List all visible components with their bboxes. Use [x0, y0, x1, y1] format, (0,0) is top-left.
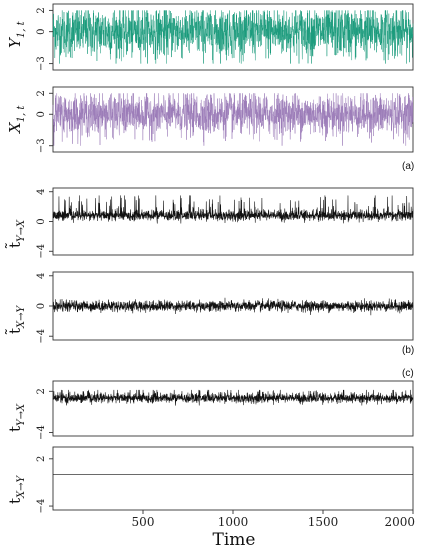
series-line [52, 195, 414, 224]
panel-t-tilde-x-to-y: −4 0 4 [36, 271, 414, 344]
panel-t-y-to-x: −4 2 [36, 380, 414, 440]
series-t-y-to-x [52, 389, 414, 406]
ylabel-t-y-to-x: tY→X [6, 403, 27, 432]
xtick-label: 2000 [384, 515, 415, 529]
series-x1-trace [52, 93, 414, 146]
ytick-label: −4 [36, 244, 47, 259]
panel-t-tilde-y-to-x: −4 0 4 [36, 187, 414, 259]
xtick-label: 1000 [218, 515, 249, 529]
ylabel-t-tilde-x-to-y-main: t̃ [5, 328, 24, 335]
ytick-label: −3 [36, 138, 47, 153]
ytick-label: −4 [36, 329, 47, 344]
ylabel-t-x-to-y-sub: X→Y [16, 474, 27, 498]
ylabel-y1-sub: 1, t [16, 20, 27, 38]
yticks-t-y-to-x: −4 2 [36, 388, 53, 440]
ytick-label: 0 [36, 303, 47, 309]
series-y1-trace [52, 10, 414, 64]
ylabel-y1-main: Y [6, 36, 24, 48]
yticks-t-tilde-y-to-x: −4 0 4 [36, 189, 53, 259]
yticks-x1: −3 0 2 [36, 90, 53, 153]
ytick-label: 0 [36, 218, 47, 224]
yticks-y1: −3 0 2 [36, 7, 53, 71]
ytick-label: 2 [36, 90, 47, 96]
panel-x1: −3 0 2 [36, 86, 414, 153]
ytick-label: 2 [36, 388, 47, 394]
ylabel-t-tilde-x-to-y-sub: X→Y [16, 304, 27, 328]
ylabel-t-y-to-x-main: t [6, 426, 24, 432]
panel-t-x-to-y: −4 2 [36, 446, 414, 514]
ytick-label: 2 [36, 456, 47, 462]
ytick-label: 0 [36, 111, 47, 117]
ylabel-t-x-to-y-main: t [6, 498, 24, 504]
series-t-tilde-x-to-y [52, 297, 414, 316]
ytick-label: 2 [36, 7, 47, 13]
yticks-t-x-to-y: −4 2 [36, 456, 53, 514]
ylabel-x1: X1, t [6, 105, 27, 134]
ylabel-t-tilde-y-to-x-sub: Y→X [16, 219, 27, 242]
ytick-label: −3 [36, 56, 47, 71]
ylabel-t-tilde-y-to-x: t̃Y→X [5, 219, 27, 249]
xtick-label: 1500 [308, 515, 339, 529]
ytick-label: 0 [36, 28, 47, 34]
ylabel-t-tilde-x-to-y: t̃X→Y [5, 304, 27, 334]
ytick-label: 4 [36, 273, 47, 279]
xtick-label: 500 [132, 515, 155, 529]
series-t-tilde-y-to-x [52, 195, 414, 224]
ytick-label: −4 [36, 499, 47, 514]
panel-label-c: (c) [402, 368, 414, 379]
panel-label-a: (a) [402, 161, 414, 172]
panel-y1: −3 0 2 [36, 3, 414, 71]
ylabel-y1: Y1, t [6, 20, 27, 48]
ylabel-t-y-to-x-sub: Y→X [16, 403, 27, 426]
panel-label-b: (b) [402, 345, 414, 356]
ylabel-t-x-to-y: tX→Y [6, 474, 27, 504]
ylabel-x1-main: X [6, 121, 24, 134]
series-line [52, 93, 414, 146]
ytick-label: 4 [36, 189, 47, 195]
ylabel-x1-sub: 1, t [16, 105, 27, 123]
series-line [52, 10, 414, 64]
x-axis: 500 1000 1500 2000 [132, 510, 415, 529]
x-axis-label: Time [213, 530, 256, 550]
ylabel-t-tilde-y-to-x-main: t̃ [5, 242, 24, 249]
series-line [52, 389, 414, 406]
yticks-t-tilde-x-to-y: −4 0 4 [36, 273, 53, 344]
ytick-label: −4 [36, 425, 47, 440]
series-line [52, 297, 414, 316]
